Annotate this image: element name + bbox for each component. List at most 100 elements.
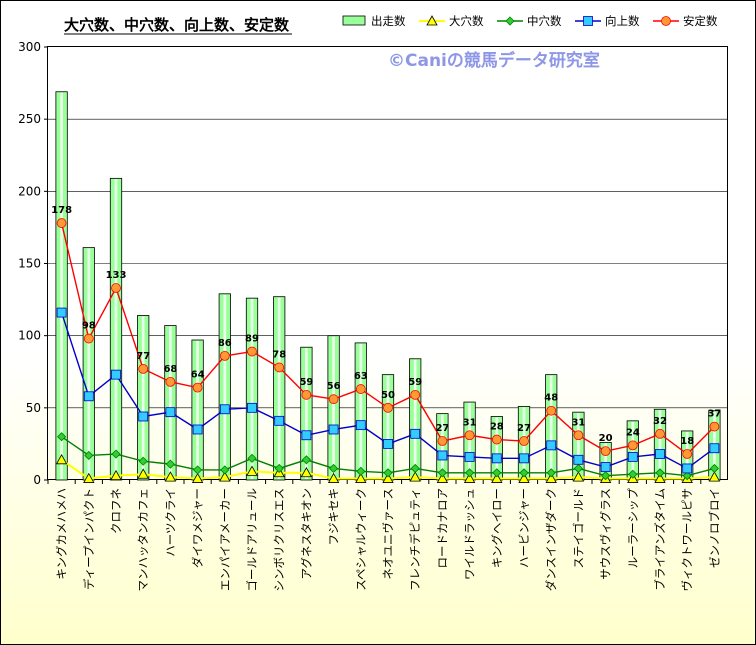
y-axis: 0 50 100 150 200 250 300: [18, 40, 48, 487]
legend-entry: 向上数: [575, 14, 640, 28]
bar-highlight: [495, 417, 499, 479]
data-label: 24: [626, 427, 640, 438]
point: [382, 472, 394, 483]
point: [246, 465, 258, 476]
data-label: 48: [544, 393, 558, 404]
point: [601, 471, 611, 481]
point: [654, 472, 666, 483]
x-tick-label: フジキセキ: [327, 488, 341, 546]
point: [546, 405, 557, 416]
point: [463, 472, 476, 483]
point: [111, 369, 121, 380]
legend-swatch: [342, 15, 366, 26]
point: [192, 424, 203, 435]
bar-highlight: [359, 343, 363, 479]
bar-highlight: [441, 414, 444, 479]
bar-highlight: [413, 359, 417, 479]
point: [437, 450, 448, 461]
point: [464, 430, 475, 441]
point: [247, 346, 257, 357]
bar-highlight: [223, 294, 227, 479]
data-label: 31: [571, 417, 585, 428]
point: [219, 404, 230, 415]
point: [583, 16, 593, 26]
point: [83, 391, 94, 402]
point: [628, 469, 638, 479]
lines-layer: [55, 218, 721, 483]
point: [356, 466, 366, 476]
y-tick-label: 200: [18, 184, 41, 198]
data-label: 77: [136, 351, 150, 362]
bar-highlight: [277, 297, 281, 479]
x-tick-label: ハーツクライ: [163, 488, 177, 557]
point: [164, 471, 177, 482]
point: [56, 307, 67, 318]
series-square: [56, 307, 720, 474]
bar-highlight: [631, 421, 635, 479]
data-label: 68: [163, 364, 177, 375]
data-label: 27: [517, 423, 531, 434]
x-tick-label: ゼンノロブロイ: [707, 488, 721, 568]
point: [274, 415, 285, 426]
x-tick-label: フレンチデピュティ: [408, 488, 422, 591]
point: [518, 472, 530, 483]
point: [709, 443, 720, 454]
legend-entry: 安定数: [653, 14, 718, 28]
x-tick-label: ディープインパクト: [82, 488, 96, 590]
bar-highlight: [169, 326, 172, 479]
point: [247, 453, 257, 463]
x-tick-label: ステイゴールド: [571, 488, 585, 569]
point: [220, 465, 230, 475]
y-tick-label: 0: [33, 473, 41, 487]
point: [328, 424, 339, 435]
bar-highlight: [332, 336, 335, 479]
point: [83, 333, 94, 344]
data-label: 59: [408, 377, 422, 388]
y-tick-label: 100: [18, 329, 41, 343]
data-label: 98: [82, 321, 96, 332]
point: [519, 453, 529, 464]
point: [327, 472, 340, 483]
data-label: 56: [327, 381, 341, 392]
point: [546, 468, 556, 478]
point: [410, 463, 420, 474]
legend-entry: 中穴数: [497, 14, 562, 28]
point: [436, 472, 449, 483]
chart-title: 大穴数、中穴数、向上数、安定数: [64, 16, 290, 34]
point: [410, 428, 421, 439]
bar-highlight: [604, 443, 607, 479]
data-label: 32: [653, 416, 667, 427]
point: [409, 471, 421, 482]
data-label: 18: [680, 436, 694, 447]
point: [573, 454, 584, 465]
data-labels-layer: 178 98 133 77 68 64 86 89 78 59 56 63 50 59 27 31 28 27 48…: [51, 205, 721, 447]
point: [55, 453, 68, 465]
point: [138, 411, 149, 422]
x-tick-label: ネオユニヴァース: [381, 488, 395, 579]
point: [84, 450, 94, 461]
y-tick-label: 50: [26, 401, 41, 415]
bar-highlight: [250, 299, 254, 479]
point: [492, 468, 502, 478]
point: [545, 472, 557, 483]
point: [464, 452, 475, 462]
point: [138, 363, 149, 374]
point: [57, 432, 67, 442]
data-label: 78: [272, 349, 286, 360]
bar-highlight: [658, 410, 662, 479]
data-label: 50: [381, 390, 395, 401]
legend-label: 大穴数: [449, 14, 484, 28]
point: [709, 421, 720, 432]
point: [110, 469, 122, 481]
x-tick-label: キングヘイロー: [490, 488, 504, 568]
data-label: 37: [707, 409, 721, 420]
point: [655, 449, 665, 459]
bar-highlight: [87, 248, 91, 479]
x-tick-label: シンボリクリスエス: [272, 488, 286, 592]
bar-highlight: [305, 348, 308, 479]
point: [192, 382, 203, 393]
x-axis: キングカメハメハ ディープインパクト クロフネ マンハッタンカフェ ハーツクライ ダイワメ…: [47, 480, 721, 592]
bar-highlight: [549, 375, 553, 479]
point: [329, 463, 339, 474]
x-tick-label: マンハッタンカフェ: [136, 488, 150, 592]
